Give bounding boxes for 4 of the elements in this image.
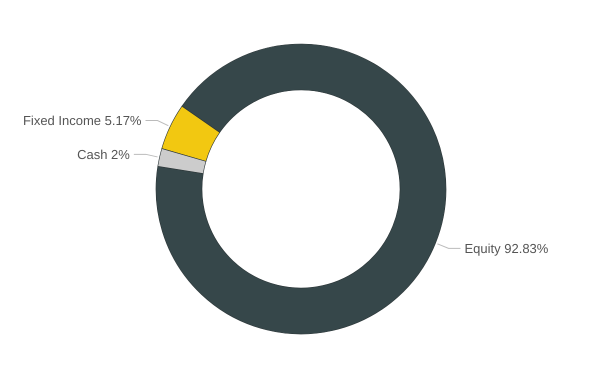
- donut-slice: [156, 44, 446, 334]
- slice-label: Cash 2%: [77, 146, 130, 162]
- slice-label: Equity 92.83%: [464, 240, 549, 256]
- slice-label: Fixed Income 5.17%: [22, 113, 142, 128]
